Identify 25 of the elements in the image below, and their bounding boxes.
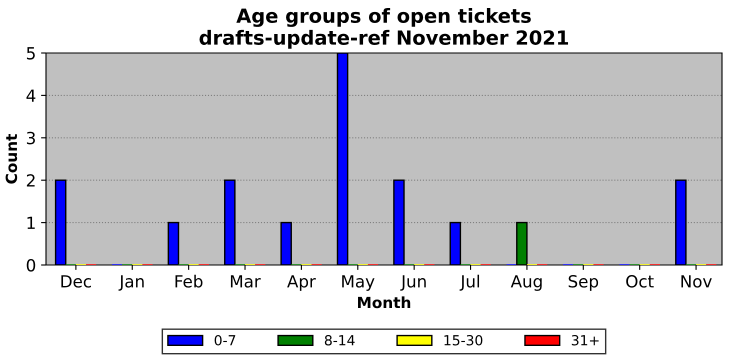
y-tick-label: 2 xyxy=(26,174,35,187)
y-tick-label: 4 xyxy=(26,90,36,102)
legend-label: 31+ xyxy=(572,334,599,346)
x-tick-label: Oct xyxy=(626,275,654,288)
x-tick-label: Feb xyxy=(176,274,202,288)
legend-label: 15-30 xyxy=(444,334,482,346)
x-tick-label: Apr xyxy=(287,275,316,291)
y-tick-label: 3 xyxy=(26,132,35,144)
x-tick-label: Mar xyxy=(230,275,261,288)
x-tick-label: Jul xyxy=(460,274,480,291)
y-tick-label: 1 xyxy=(28,216,35,229)
x-tick-label: Jan xyxy=(118,275,144,291)
x-tick-label: Sep xyxy=(568,275,598,291)
y-tick-label: 5 xyxy=(26,47,35,60)
legend-label: 8-14 xyxy=(324,334,355,346)
chart-title: Age groups of open tickets drafts-update-ref November 2021 xyxy=(200,8,568,49)
x-tick-label: Aug xyxy=(510,275,542,291)
x-axis-title: Month xyxy=(358,296,410,308)
x-tick-label: May xyxy=(342,275,375,291)
x-tick-label: Jun xyxy=(400,275,426,291)
y-axis-title: Count xyxy=(6,134,18,184)
y-tick-label: 0 xyxy=(26,258,36,272)
x-tick-label: Dec xyxy=(61,275,91,288)
x-tick-label: Nov xyxy=(681,275,712,288)
legend-label: 0-7 xyxy=(214,334,236,346)
